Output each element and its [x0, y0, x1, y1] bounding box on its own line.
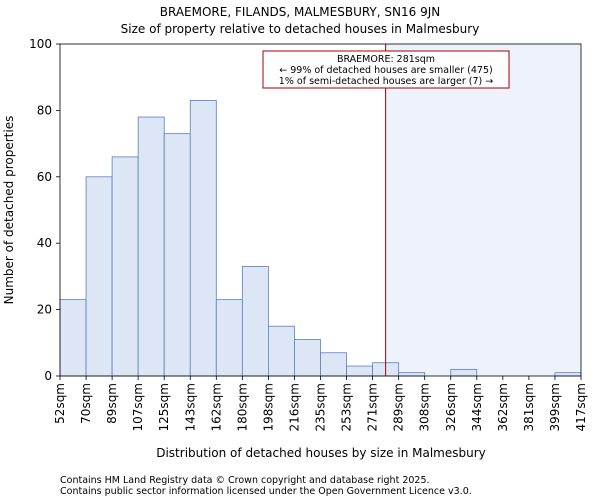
- y-tick-label: 0: [44, 369, 52, 383]
- x-tick-label: 52sqm: [53, 383, 67, 424]
- y-tick-label: 60: [37, 170, 52, 184]
- footer-copyright: Contains HM Land Registry data © Crown c…: [60, 475, 430, 486]
- footer-licence: Contains public sector information licen…: [60, 486, 472, 497]
- x-tick-label: 326sqm: [444, 383, 458, 431]
- annotation-title: BRAEMORE: 281sqm: [337, 54, 435, 65]
- y-tick-label: 80: [37, 103, 52, 117]
- x-tick-label: 344sqm: [470, 383, 484, 431]
- bar-162sqm: [215, 299, 243, 377]
- bar-180sqm: [241, 266, 269, 377]
- y-tick-label: 40: [37, 236, 52, 250]
- x-tick-label: 216sqm: [287, 383, 301, 431]
- bar-253sqm: [346, 365, 373, 377]
- bar-235sqm: [320, 352, 347, 377]
- x-tick-label: 162sqm: [209, 383, 223, 431]
- x-tick-label: 253sqm: [340, 383, 354, 431]
- bar-52sqm: [59, 299, 87, 377]
- x-tick-label: 125sqm: [157, 383, 171, 431]
- x-axis-title: Distribution of detached houses by size …: [156, 446, 486, 460]
- y-tick-label: 20: [37, 303, 52, 317]
- x-tick-label: 308sqm: [418, 383, 432, 431]
- x-tick-label: 89sqm: [105, 383, 119, 424]
- y-tick-label: 100: [29, 37, 52, 51]
- bar-216sqm: [294, 339, 321, 377]
- x-tick-label: 399sqm: [548, 383, 562, 431]
- bars-group: [59, 100, 582, 377]
- x-tick-label: 107sqm: [131, 383, 145, 431]
- bar-198sqm: [267, 325, 295, 377]
- x-tick-label: 362sqm: [496, 383, 510, 431]
- y-axis: 0 20 40 60 80 100: [29, 37, 60, 383]
- x-axis: 52sqm 70sqm 89sqm 107sqm 125sqm 143sqm 162sqm 1…: [53, 376, 588, 431]
- annotation-border: [262, 50, 510, 89]
- bar-125sqm: [163, 133, 191, 377]
- bar-289sqm: [398, 372, 426, 377]
- x-tick-label: 271sqm: [366, 383, 380, 431]
- x-tick-label: 235sqm: [314, 383, 328, 431]
- x-tick-label: 198sqm: [261, 383, 275, 431]
- x-tick-label: 381sqm: [522, 383, 536, 431]
- bar-70sqm: [85, 176, 113, 377]
- bar-143sqm: [189, 100, 217, 377]
- y-axis-title: Number of detached properties: [2, 116, 16, 305]
- bar-399sqm: [554, 372, 582, 377]
- bar-107sqm: [137, 116, 165, 377]
- annotation-line-larger: 1% of semi-detached houses are larger (7…: [279, 76, 493, 87]
- bar-89sqm: [111, 156, 139, 377]
- x-tick-label: 289sqm: [392, 383, 406, 431]
- x-tick-label: 417sqm: [574, 383, 588, 431]
- x-tick-label: 143sqm: [183, 383, 197, 431]
- x-tick-label: 180sqm: [235, 383, 249, 431]
- x-tick-label: 70sqm: [79, 383, 93, 424]
- chart-title: BRAEMORE, FILANDS, MALMESBURY, SN16 9JN: [160, 5, 440, 19]
- annotation-box: BRAEMORE: 281sqm ← 99% of detached house…: [262, 50, 510, 89]
- annotation-line-smaller: ← 99% of detached houses are smaller (47…: [279, 65, 492, 76]
- bar-326sqm: [450, 368, 478, 377]
- chart-subtitle: Size of property relative to detached ho…: [121, 22, 480, 36]
- larger-region-shading: [385, 44, 581, 376]
